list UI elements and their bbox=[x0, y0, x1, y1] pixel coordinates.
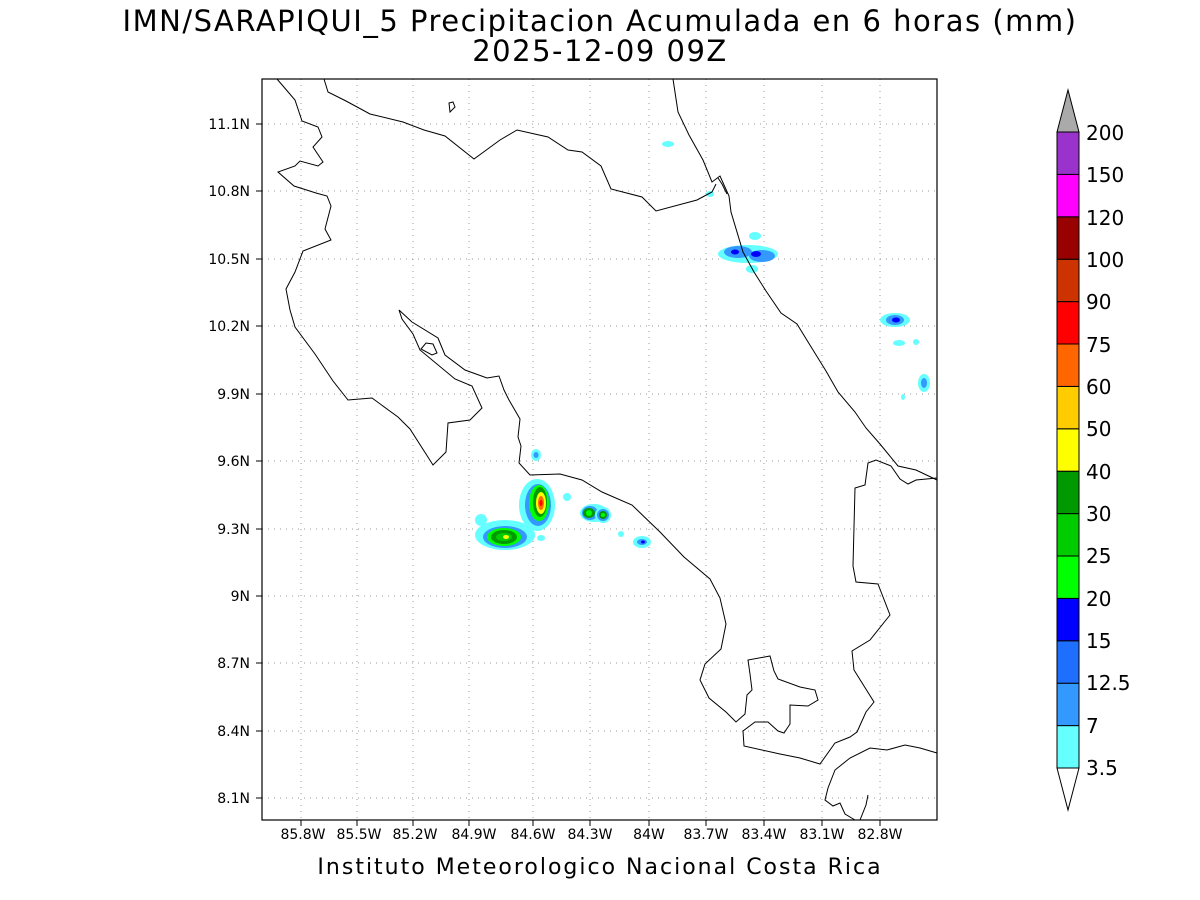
coastline-caribbean bbox=[672, 78, 938, 481]
coastline-main bbox=[276, 78, 938, 765]
colorbar-label: 200 bbox=[1086, 121, 1124, 145]
colorbar-swatch bbox=[1056, 385, 1080, 430]
x-tick-labels: 85.8W 85.5W 85.2W 84.9W 84.6W 84.3W 84W … bbox=[280, 827, 902, 843]
island-gulf-nicoya bbox=[420, 342, 438, 356]
map-background bbox=[262, 79, 937, 820]
precip-cell bbox=[641, 540, 645, 544]
colorbar-label: 15 bbox=[1086, 629, 1111, 653]
map-panel bbox=[261, 78, 938, 821]
y-tick-labels: 11.1N 10.8N 10.5N 10.2N 9.9N 9.6N 9.3N 9… bbox=[208, 117, 250, 807]
precip-cell bbox=[539, 500, 543, 506]
x-tick-label: 85.2W bbox=[392, 827, 437, 843]
island-lake-nicaragua bbox=[448, 101, 456, 114]
river-mouth bbox=[717, 177, 728, 195]
colorbar-swatch bbox=[1056, 682, 1080, 727]
precip-cell bbox=[751, 251, 761, 257]
colorbar-swatch bbox=[1056, 555, 1080, 599]
colorbar-swatch bbox=[1056, 470, 1080, 515]
y-tick-label: 9.9N bbox=[217, 387, 250, 403]
precip-cell bbox=[475, 514, 487, 526]
colorbar-swatch bbox=[1056, 258, 1080, 303]
axis-ticks bbox=[256, 123, 881, 826]
x-tick-label: 82.8W bbox=[857, 827, 902, 843]
y-tick-label: 9.3N bbox=[217, 522, 250, 538]
x-tick-label: 83.7W bbox=[683, 827, 728, 843]
y-tick-label: 11.1N bbox=[208, 117, 250, 133]
colorbar-bottom-arrow bbox=[1056, 767, 1080, 812]
x-tick-label: 83.1W bbox=[799, 827, 844, 843]
map-subtitle-date: 2025-12-09 09Z bbox=[472, 34, 728, 68]
colorbar-label: 60 bbox=[1086, 375, 1111, 399]
precip-cell bbox=[921, 378, 927, 388]
colorbar-label: 25 bbox=[1086, 544, 1111, 568]
colorbar-swatch bbox=[1056, 301, 1080, 345]
precip-cell bbox=[731, 249, 739, 255]
colorbar-swatch bbox=[1056, 597, 1080, 642]
y-tick-label: 10.2N bbox=[208, 319, 250, 335]
precip-cell bbox=[893, 340, 905, 346]
y-tick-label: 8.1N bbox=[217, 791, 250, 807]
map-title: IMN/SARAPIQUI_5 Precipitacion Acumulada … bbox=[122, 4, 1078, 38]
x-tick-label: 85.5W bbox=[336, 827, 381, 843]
y-tick-label: 10.8N bbox=[208, 184, 250, 200]
colorbar: 3.5 7 12.5 15 20 25 30 40 50 60 75 90 10… bbox=[1056, 88, 1131, 812]
coastline-south bbox=[824, 744, 938, 821]
colorbar-label: 12.5 bbox=[1086, 671, 1131, 695]
colorbar-label: 150 bbox=[1086, 163, 1124, 187]
precip-cell bbox=[913, 339, 919, 345]
precip-cell bbox=[601, 513, 605, 517]
colorbar-label: 90 bbox=[1086, 290, 1111, 314]
precip-cell bbox=[901, 394, 905, 400]
colorbar-swatch bbox=[1056, 216, 1080, 260]
precip-cell bbox=[749, 232, 761, 240]
colorbar-label: 50 bbox=[1086, 417, 1111, 441]
precip-cell bbox=[503, 535, 509, 539]
colorbar-swatch bbox=[1056, 640, 1080, 684]
precip-cell bbox=[533, 452, 539, 458]
precip-cell bbox=[537, 535, 545, 541]
colorbar-label: 30 bbox=[1086, 502, 1111, 526]
footer-credit: Instituto Meteorologico Nacional Costa R… bbox=[317, 855, 883, 880]
colorbar-swatch bbox=[1056, 173, 1080, 218]
x-tick-label: 84W bbox=[633, 827, 665, 843]
precip-cell bbox=[586, 510, 592, 516]
colorbar-label: 100 bbox=[1086, 248, 1124, 272]
map-frame bbox=[261, 78, 938, 821]
precip-cell bbox=[892, 317, 900, 323]
coastline-north-border bbox=[323, 78, 717, 212]
precip-cell bbox=[662, 141, 674, 147]
precipitation-field bbox=[475, 141, 930, 550]
colorbar-swatch bbox=[1056, 428, 1080, 472]
colorbar-label: 7 bbox=[1086, 714, 1099, 738]
colorbar-label: 40 bbox=[1086, 460, 1111, 484]
y-tick-label: 9.6N bbox=[217, 454, 250, 470]
colorbar-swatch bbox=[1056, 725, 1080, 769]
colorbar-top-arrow bbox=[1056, 88, 1080, 133]
y-tick-label: 8.7N bbox=[217, 656, 250, 672]
colorbar-boxes bbox=[1056, 131, 1080, 769]
precip-cell bbox=[563, 493, 571, 501]
colorbar-labels: 3.5 7 12.5 15 20 25 30 40 50 60 75 90 10… bbox=[1086, 121, 1131, 780]
colorbar-label: 3.5 bbox=[1086, 756, 1118, 780]
colorbar-swatch bbox=[1056, 343, 1080, 387]
colorbar-swatch bbox=[1056, 513, 1080, 557]
x-tick-label: 84.3W bbox=[567, 827, 612, 843]
x-tick-label: 85.8W bbox=[280, 827, 325, 843]
x-tick-label: 84.9W bbox=[451, 827, 496, 843]
precip-cell bbox=[618, 531, 624, 537]
y-tick-label: 9N bbox=[231, 589, 250, 605]
y-tick-label: 10.5N bbox=[208, 252, 250, 268]
coastlines bbox=[276, 78, 938, 821]
colorbar-label: 120 bbox=[1086, 206, 1124, 230]
x-tick-label: 83.4W bbox=[741, 827, 786, 843]
x-tick-label: 84.6W bbox=[510, 827, 555, 843]
colorbar-label: 20 bbox=[1086, 587, 1111, 611]
y-tick-label: 8.4N bbox=[217, 724, 250, 740]
colorbar-label: 75 bbox=[1086, 333, 1111, 357]
colorbar-swatch bbox=[1056, 131, 1080, 175]
